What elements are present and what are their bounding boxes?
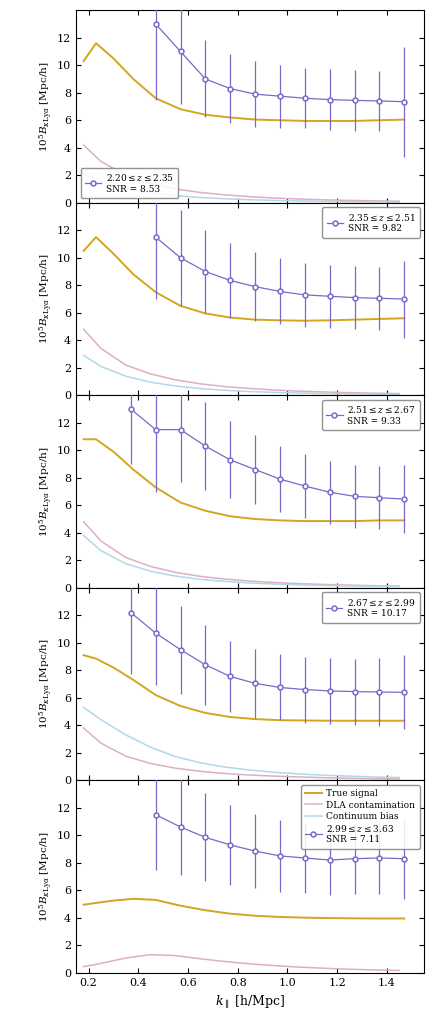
Y-axis label: $10^5 B_{\kappa\mathrm{Ly}\alpha}$ [Mpc/h]: $10^5 B_{\kappa\mathrm{Ly}\alpha}$ [Mpc/… <box>37 61 54 152</box>
Y-axis label: $10^5 B_{\kappa\mathrm{Ly}\alpha}$ [Mpc/h]: $10^5 B_{\kappa\mathrm{Ly}\alpha}$ [Mpc/… <box>37 446 54 537</box>
Legend: True signal, DLA contamination, Continuum bias, $2.99 \leq z \leq 3.63$
SNR = 7.: True signal, DLA contamination, Continuu… <box>300 784 419 849</box>
Legend: $2.35 \leq z \leq 2.51$
SNR = 9.82: $2.35 \leq z \leq 2.51$ SNR = 9.82 <box>322 207 419 238</box>
Legend: $2.51 \leq z \leq 2.67$
SNR = 9.33: $2.51 \leq z \leq 2.67$ SNR = 9.33 <box>321 399 419 430</box>
Legend: $2.67 \leq z \leq 2.99$
SNR = 10.17: $2.67 \leq z \leq 2.99$ SNR = 10.17 <box>321 592 419 623</box>
Y-axis label: $10^5 B_{\kappa\mathrm{Ly}\alpha}$ [Mpc/h]: $10^5 B_{\kappa\mathrm{Ly}\alpha}$ [Mpc/… <box>37 639 54 729</box>
Y-axis label: $10^5 B_{\kappa\mathrm{Ly}\alpha}$ [Mpc/h]: $10^5 B_{\kappa\mathrm{Ly}\alpha}$ [Mpc/… <box>37 254 54 344</box>
X-axis label: $k_{\parallel}$ [h/Mpc]: $k_{\parallel}$ [h/Mpc] <box>215 993 284 1010</box>
Y-axis label: $10^5 B_{\kappa\mathrm{Ly}\alpha}$ [Mpc/h]: $10^5 B_{\kappa\mathrm{Ly}\alpha}$ [Mpc/… <box>37 831 54 922</box>
Legend: $2.20 \leq z \leq 2.35$
SNR = 8.53: $2.20 \leq z \leq 2.35$ SNR = 8.53 <box>80 168 178 199</box>
